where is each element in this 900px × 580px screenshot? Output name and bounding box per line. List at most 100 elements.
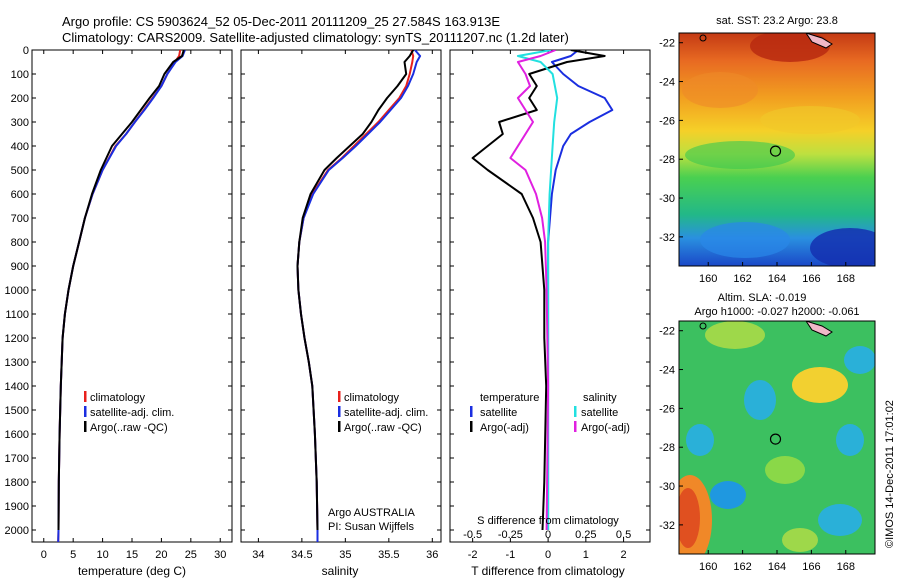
legend-swatch-climatology: [84, 391, 87, 402]
x-tick-label: 0: [41, 549, 47, 561]
s-difference-ticks: -0.5 -0.25 0 0.25 0.5: [463, 529, 631, 541]
legend-label-t-argo: Argo(-adj): [480, 422, 529, 434]
depth-tick-label: 700: [11, 213, 29, 225]
program-annotation: Argo AUSTRALIA: [328, 507, 415, 519]
depth-tick-label: 600: [11, 189, 29, 201]
depth-tick-label: 200: [11, 93, 29, 105]
map-y-tick-label: -32: [659, 232, 675, 244]
x-tick-label: 36: [426, 549, 438, 561]
temperature-axis-label: temperature (deg C): [78, 564, 186, 578]
map-y-tick-label: -26: [659, 403, 675, 415]
map-x-tick-label: 168: [837, 561, 855, 573]
sla-land-outline: [805, 321, 833, 337]
sla-feature: [710, 481, 746, 509]
legend-label-climatology: climatology: [90, 392, 146, 404]
sst-warm-patch: [750, 33, 830, 62]
sst-coast-dot: [699, 34, 707, 42]
x-tick-label: 0: [545, 549, 551, 561]
legend-swatch-satellite: [84, 406, 87, 417]
sla-feature: [844, 346, 875, 374]
sla-feature: [818, 504, 862, 536]
legend-label-argo: Argo(..raw -QC): [344, 422, 422, 434]
x-tick-label: 10: [96, 549, 108, 561]
difference-lines: [471, 50, 614, 531]
sla-map-panel: Altim. SLA: -0.019 Argo h1000: -0.027 h2…: [659, 292, 876, 573]
s-tick-label: 0.25: [575, 529, 596, 541]
map-x-tick-label: 162: [733, 273, 751, 285]
t-difference-axis-label: T difference from climatology: [471, 564, 625, 578]
depth-tick-label: 400: [11, 141, 29, 153]
sst-cold-patch: [810, 228, 875, 266]
sst-map-ticks: 160 162 164 166 168 -22 -24 -26 -28 -30 -32: [659, 38, 855, 285]
salinity-panel: 34 34.5 35 35.5 36 salinity climatology sate…: [240, 49, 442, 578]
map-x-tick-label: 168: [837, 273, 855, 285]
map-y-tick-label: -22: [659, 38, 675, 50]
s-tick-label: 0.5: [616, 529, 631, 541]
legend-header-temperature: temperature: [480, 392, 539, 404]
temperature-panel: 0100200300400500600700800900100011001200…: [5, 45, 233, 578]
depth-tick-label: 1100: [5, 309, 29, 321]
salinity-ticks: 34 34.5 35 35.5 36: [252, 50, 438, 561]
sla-feature: [686, 424, 714, 456]
series-line-t_argo: [471, 50, 606, 531]
sla-feature: [792, 367, 848, 403]
sst-map-title: sat. SST: 23.2 Argo: 23.8: [716, 15, 838, 27]
map-x-tick-label: 164: [768, 561, 786, 573]
imos-timestamp: ©IMOS 14-Dec-2011 17:01:02: [884, 400, 896, 548]
map-x-tick-label: 162: [733, 561, 751, 573]
difference-legend: temperature satellite Argo(-adj) salinit…: [470, 392, 630, 434]
sst-orange-patch: [682, 72, 758, 108]
series-line-argo: [57, 50, 185, 531]
legend-swatch-t-satellite: [470, 406, 473, 417]
salinity-depth-ticks: [241, 49, 441, 531]
sla-feature: [765, 456, 805, 484]
salinity-legend: climatology satellite-adj. clim. Argo(..…: [338, 391, 428, 434]
depth-tick-label: 300: [11, 117, 29, 129]
sla-feature: [679, 488, 700, 548]
t-difference-ticks: -2 -1 0 1 2: [468, 50, 627, 561]
depth-tick-label: 1600: [5, 429, 29, 441]
argo-position-marker: [769, 145, 782, 157]
sla-feature: [744, 380, 776, 420]
figure-title-line1: Argo profile: CS 5903624_52 05-Dec-2011 …: [62, 14, 500, 29]
legend-header-salinity: salinity: [583, 392, 617, 404]
sla-feature: [836, 424, 864, 456]
x-tick-label: 15: [126, 549, 138, 561]
map-y-tick-label: -28: [659, 154, 675, 166]
salinity-lines: [296, 50, 422, 542]
difference-panel: -2 -1 0 1 2 -0.5 -0.25 0 0.25 0.5 T difference f…: [449, 49, 651, 578]
sla-feature: [782, 528, 818, 552]
map-x-tick-label: 160: [699, 561, 717, 573]
temperature-panel-frame: [31, 49, 233, 543]
salinity-axis-label: salinity: [322, 564, 359, 578]
x-tick-label: 1: [583, 549, 589, 561]
x-tick-label: 5: [70, 549, 76, 561]
sla-map-title-line2: Argo h1000: -0.027 h2000: -0.061: [694, 306, 859, 318]
map-y-tick-label: -26: [659, 115, 675, 127]
depth-tick-label: 1400: [5, 381, 29, 393]
temperature-ticks: 0 5 10 15 20 25 30: [41, 50, 226, 561]
s-difference-axis-label: S difference from climatology: [477, 515, 619, 527]
depth-tick-label: 900: [11, 261, 29, 273]
temperature-legend: climatology satellite-adj. clim. Argo(..…: [84, 391, 174, 434]
depth-tick-label: 1500: [5, 405, 29, 417]
legend-label-climatology: climatology: [344, 392, 400, 404]
legend-label-argo: Argo(..raw -QC): [90, 422, 168, 434]
x-tick-label: 34: [252, 549, 264, 561]
sla-map-ticks: 160 162 164 166 168 -22 -24 -26 -28 -30 -32: [659, 326, 855, 573]
x-tick-label: 35.5: [378, 549, 399, 561]
x-tick-label: 35: [339, 549, 351, 561]
x-tick-label: 34.5: [291, 549, 312, 561]
x-tick-label: 20: [155, 549, 167, 561]
legend-swatch-s-argo: [574, 421, 577, 432]
legend-label-satellite: satellite-adj. clim.: [90, 407, 174, 419]
map-y-tick-label: -24: [659, 77, 675, 89]
figure-title-line2: Climatology: CARS2009. Satellite-adjuste…: [62, 30, 569, 45]
map-x-tick-label: 160: [699, 273, 717, 285]
legend-swatch-t-argo: [470, 421, 473, 432]
difference-depth-ticks: [450, 49, 650, 531]
pi-annotation: PI: Susan Wijffels: [328, 521, 414, 533]
depth-tick-label: 500: [11, 165, 29, 177]
depth-tick-label: 0: [23, 45, 29, 57]
map-y-tick-label: -22: [659, 326, 675, 338]
